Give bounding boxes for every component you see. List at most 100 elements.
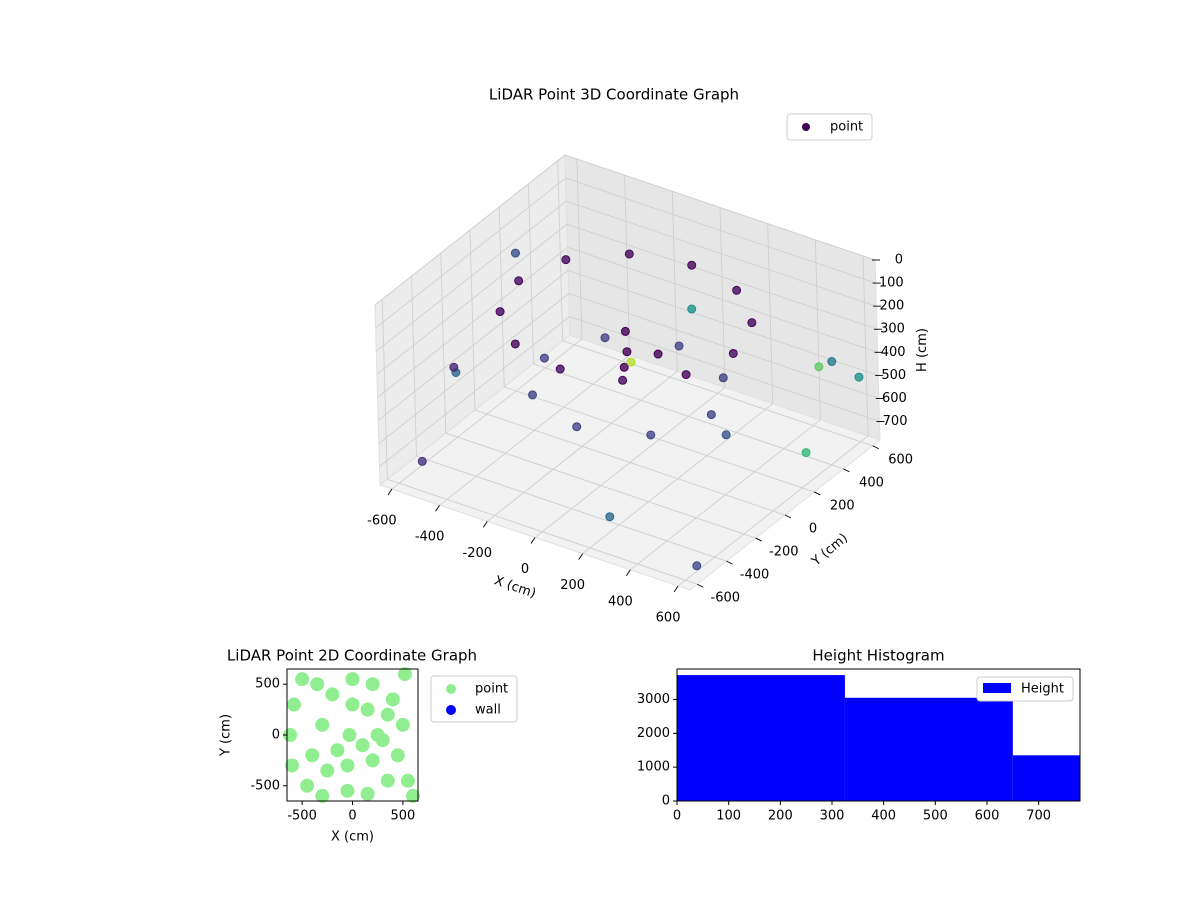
point (365, 753, 380, 768)
y-tick-label: 0 (809, 522, 817, 537)
point (320, 763, 335, 778)
grid-line (576, 159, 583, 340)
grid-line (381, 299, 388, 480)
tick-mark (673, 585, 679, 593)
grid-line (564, 154, 876, 261)
y-tick-label: 3000 (637, 692, 670, 707)
y-tick-label: 600 (888, 452, 913, 467)
grid-line (557, 160, 564, 341)
point (400, 773, 415, 788)
grid-line (375, 177, 566, 329)
point (360, 786, 375, 801)
x-tick-label: 300 (820, 809, 845, 824)
point (285, 758, 300, 773)
x-tick-label: 400 (871, 809, 896, 824)
point (305, 748, 320, 763)
tick-mark (814, 491, 821, 496)
axes-frame (676, 668, 1081, 802)
grid-line (504, 386, 815, 493)
legend-marker (802, 123, 810, 131)
grid-line (377, 246, 568, 398)
x-tick-label: 400 (608, 594, 633, 609)
point (728, 348, 738, 358)
grid-line (445, 432, 756, 539)
point (605, 512, 615, 522)
point (687, 304, 697, 314)
y-axis-label: Y (cm) (808, 531, 851, 570)
tick-mark (626, 569, 631, 577)
point (380, 707, 395, 722)
grid-line (411, 276, 417, 457)
tick-mark (387, 488, 393, 496)
grid-line (719, 207, 726, 388)
z-tick-label: 400 (881, 345, 906, 360)
z-tick-label: 200 (879, 299, 904, 314)
x-tick-label: -500 (287, 809, 317, 824)
legend-label: point (475, 682, 508, 697)
grid-line (533, 363, 844, 470)
z-tick-label: 300 (880, 322, 905, 337)
x-tick-label: -200 (463, 546, 493, 561)
grid-line (567, 246, 878, 353)
x-tick-label: 200 (768, 809, 793, 824)
point (510, 248, 520, 258)
legend-marker (446, 705, 456, 715)
chart-title: LiDAR Point 2D Coordinate Graph (227, 647, 477, 665)
point (495, 307, 505, 317)
x-axis-label: X (cm) (331, 830, 374, 845)
z-axis-label: H (cm) (915, 328, 930, 372)
point (390, 748, 405, 763)
grid-line (379, 316, 570, 467)
tick-mark (726, 560, 733, 565)
point (345, 697, 360, 712)
point (315, 717, 330, 732)
point (345, 672, 360, 687)
grid-line (376, 223, 568, 375)
y-tick-label: 1000 (637, 760, 670, 775)
point (514, 276, 524, 286)
point (600, 333, 610, 343)
legend-marker (446, 684, 456, 694)
point (405, 788, 420, 803)
tick-mark (843, 468, 850, 473)
point (718, 373, 728, 383)
x-tick-label: 500 (390, 809, 415, 824)
z-tick-label: 100 (879, 276, 904, 291)
point (555, 364, 565, 374)
grid-line (568, 269, 879, 376)
point (375, 733, 390, 748)
grid-line (440, 253, 447, 434)
point (814, 362, 824, 372)
point (330, 743, 345, 758)
point (620, 326, 630, 336)
point (747, 318, 757, 328)
point (674, 341, 684, 351)
tick-mark (578, 553, 584, 560)
grid-line (377, 270, 569, 421)
grid-line (562, 340, 873, 447)
y-tick-label: 500 (255, 677, 280, 692)
point (417, 456, 427, 466)
point (385, 692, 400, 707)
bar (844, 697, 1013, 801)
legend-label: wall (475, 703, 501, 718)
grid-line (862, 255, 869, 436)
tick-mark (435, 504, 440, 512)
grid-line (374, 154, 566, 306)
point (310, 677, 325, 692)
tick-mark (755, 537, 762, 542)
y-axis-label: Y (cm) (219, 714, 234, 757)
point (539, 353, 549, 363)
point (681, 370, 691, 380)
tick-mark (482, 521, 488, 528)
grid-line (376, 200, 567, 352)
grid-line (569, 316, 880, 422)
x-tick-label: -400 (415, 530, 445, 545)
point (572, 422, 582, 432)
grid-line (378, 293, 570, 444)
x-tick-label: -600 (367, 514, 397, 529)
point (449, 362, 459, 372)
grid-line (416, 455, 727, 562)
point (295, 672, 310, 687)
